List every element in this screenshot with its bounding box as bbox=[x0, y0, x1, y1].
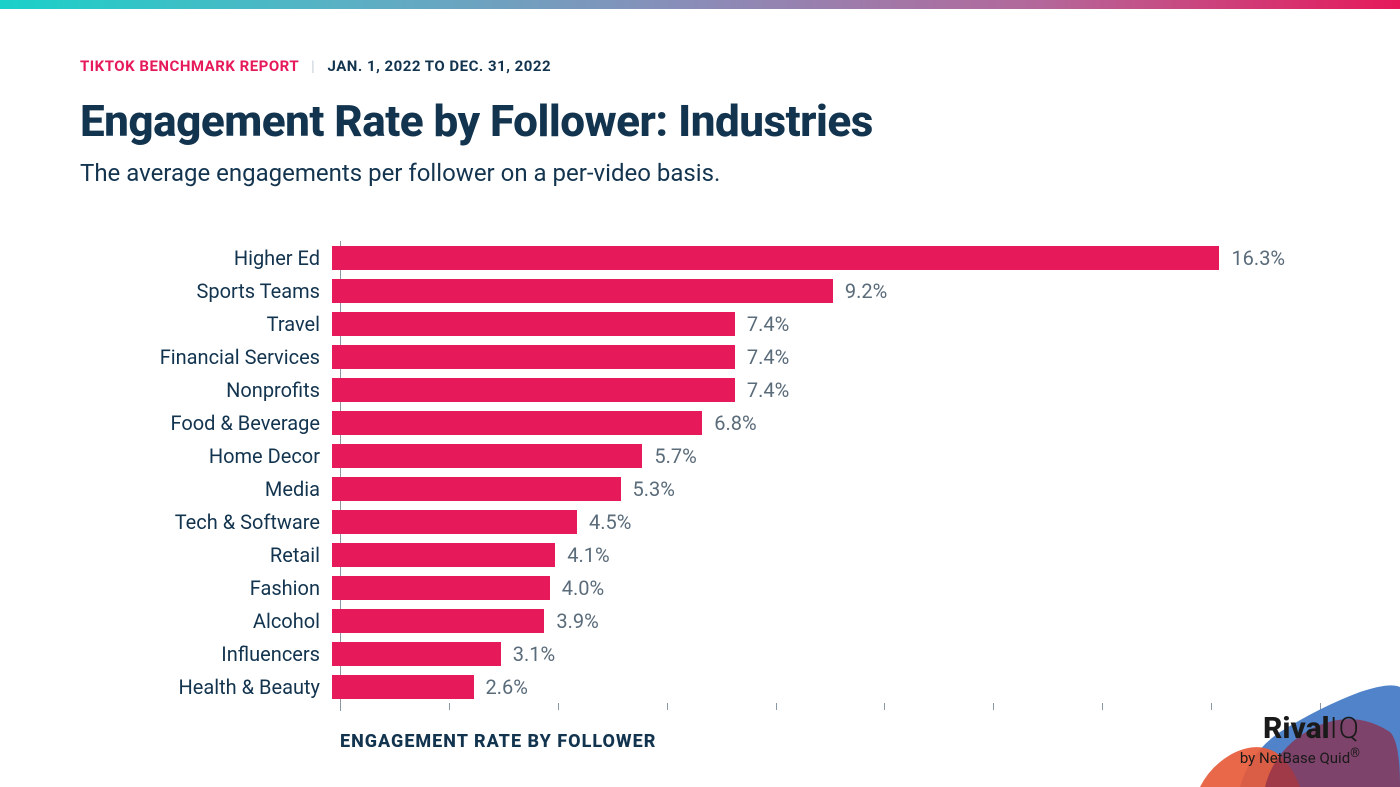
bar-area: 4.5% bbox=[332, 505, 1320, 538]
bar-value: 7.4% bbox=[747, 312, 789, 336]
date-range: JAN. 1, 2022 TO DEC. 31, 2022 bbox=[328, 57, 552, 75]
bar-area: 5.7% bbox=[332, 439, 1320, 472]
bar-area: 6.8% bbox=[332, 406, 1320, 439]
bar-value: 4.0% bbox=[562, 576, 604, 600]
category-label: Home Decor bbox=[80, 444, 332, 468]
bar bbox=[332, 378, 735, 402]
category-label: Health & Beauty bbox=[80, 675, 332, 699]
chart-row: Home Decor 5.7% bbox=[80, 439, 1320, 472]
bar bbox=[332, 246, 1219, 270]
bar-area: 16.3% bbox=[332, 241, 1320, 274]
category-label: Retail bbox=[80, 543, 332, 567]
eyebrow: TIKTOK BENCHMARK REPORT | JAN. 1, 2022 T… bbox=[80, 57, 1320, 75]
logo-main: RivalIQ bbox=[1240, 714, 1360, 744]
x-tick bbox=[558, 703, 559, 710]
report-label: TIKTOK BENCHMARK REPORT bbox=[80, 57, 299, 75]
bar bbox=[332, 411, 702, 435]
bar bbox=[332, 444, 642, 468]
bar bbox=[332, 279, 833, 303]
bar-area: 7.4% bbox=[332, 373, 1320, 406]
category-label: Tech & Software bbox=[80, 510, 332, 534]
category-label: Food & Beverage bbox=[80, 411, 332, 435]
bar-value: 5.3% bbox=[633, 477, 675, 501]
bar-area: 4.0% bbox=[332, 571, 1320, 604]
bar bbox=[332, 576, 550, 600]
chart-row: Sports Teams 9.2% bbox=[80, 274, 1320, 307]
category-label: Fashion bbox=[80, 576, 332, 600]
bar bbox=[332, 543, 555, 567]
category-label: Travel bbox=[80, 312, 332, 336]
chart-row: Alcohol 3.9% bbox=[80, 604, 1320, 637]
x-tick bbox=[993, 703, 994, 710]
category-label: Sports Teams bbox=[80, 279, 332, 303]
x-tick bbox=[667, 703, 668, 710]
bar bbox=[332, 510, 577, 534]
category-label: Influencers bbox=[80, 642, 332, 666]
chart-row: Nonprofits 7.4% bbox=[80, 373, 1320, 406]
logo-light: IQ bbox=[1330, 711, 1360, 746]
logo-byline: by NetBase Quid® bbox=[1240, 746, 1360, 767]
category-label: Alcohol bbox=[80, 609, 332, 633]
x-tick bbox=[884, 703, 885, 710]
x-tick bbox=[1102, 703, 1103, 710]
bar-value: 7.4% bbox=[747, 345, 789, 369]
bar-value: 5.7% bbox=[654, 444, 696, 468]
logo-bold: Rival bbox=[1263, 711, 1330, 746]
bar bbox=[332, 477, 621, 501]
chart-rows: Higher Ed 16.3% Sports Teams 9.2% Travel 7.4%… bbox=[80, 241, 1320, 703]
chart-row: Travel 7.4% bbox=[80, 307, 1320, 340]
bar-area: 4.1% bbox=[332, 538, 1320, 571]
bar-value: 3.1% bbox=[513, 642, 555, 666]
category-label: Media bbox=[80, 477, 332, 501]
bar-value: 6.8% bbox=[714, 411, 756, 435]
bar-area: 7.4% bbox=[332, 307, 1320, 340]
bar-value: 4.5% bbox=[589, 510, 631, 534]
chart-row: Food & Beverage 6.8% bbox=[80, 406, 1320, 439]
eyebrow-separator: | bbox=[311, 57, 315, 75]
bar bbox=[332, 312, 735, 336]
bar-area: 9.2% bbox=[332, 274, 1320, 307]
x-tick bbox=[449, 703, 450, 710]
bar bbox=[332, 345, 735, 369]
bar-area: 7.4% bbox=[332, 340, 1320, 373]
bar-value: 2.6% bbox=[486, 675, 528, 699]
bar-value: 4.1% bbox=[567, 543, 609, 567]
category-label: Higher Ed bbox=[80, 246, 332, 270]
chart-row: Retail 4.1% bbox=[80, 538, 1320, 571]
chart-row: Higher Ed 16.3% bbox=[80, 241, 1320, 274]
chart-row: Financial Services 7.4% bbox=[80, 340, 1320, 373]
bar-value: 9.2% bbox=[845, 279, 887, 303]
brand-logo: RivalIQ by NetBase Quid® bbox=[1240, 714, 1360, 767]
top-gradient-bar bbox=[0, 0, 1400, 9]
bar-value: 3.9% bbox=[556, 609, 598, 633]
bar-value: 16.3% bbox=[1231, 246, 1285, 270]
category-label: Financial Services bbox=[80, 345, 332, 369]
chart-row: Fashion 4.0% bbox=[80, 571, 1320, 604]
bar-area: 3.9% bbox=[332, 604, 1320, 637]
bar bbox=[332, 642, 501, 666]
x-tick bbox=[340, 703, 341, 710]
category-label: Nonprofits bbox=[80, 378, 332, 402]
bar bbox=[332, 609, 544, 633]
page-subtitle: The average engagements per follower on … bbox=[80, 159, 1320, 187]
bar bbox=[332, 675, 474, 699]
chart-row: Media 5.3% bbox=[80, 472, 1320, 505]
chart-row: Tech & Software 4.5% bbox=[80, 505, 1320, 538]
x-tick bbox=[776, 703, 777, 710]
bar-value: 7.4% bbox=[747, 378, 789, 402]
bar-area: 5.3% bbox=[332, 472, 1320, 505]
page-title: Engagement Rate by Follower: Industries bbox=[80, 95, 1320, 147]
